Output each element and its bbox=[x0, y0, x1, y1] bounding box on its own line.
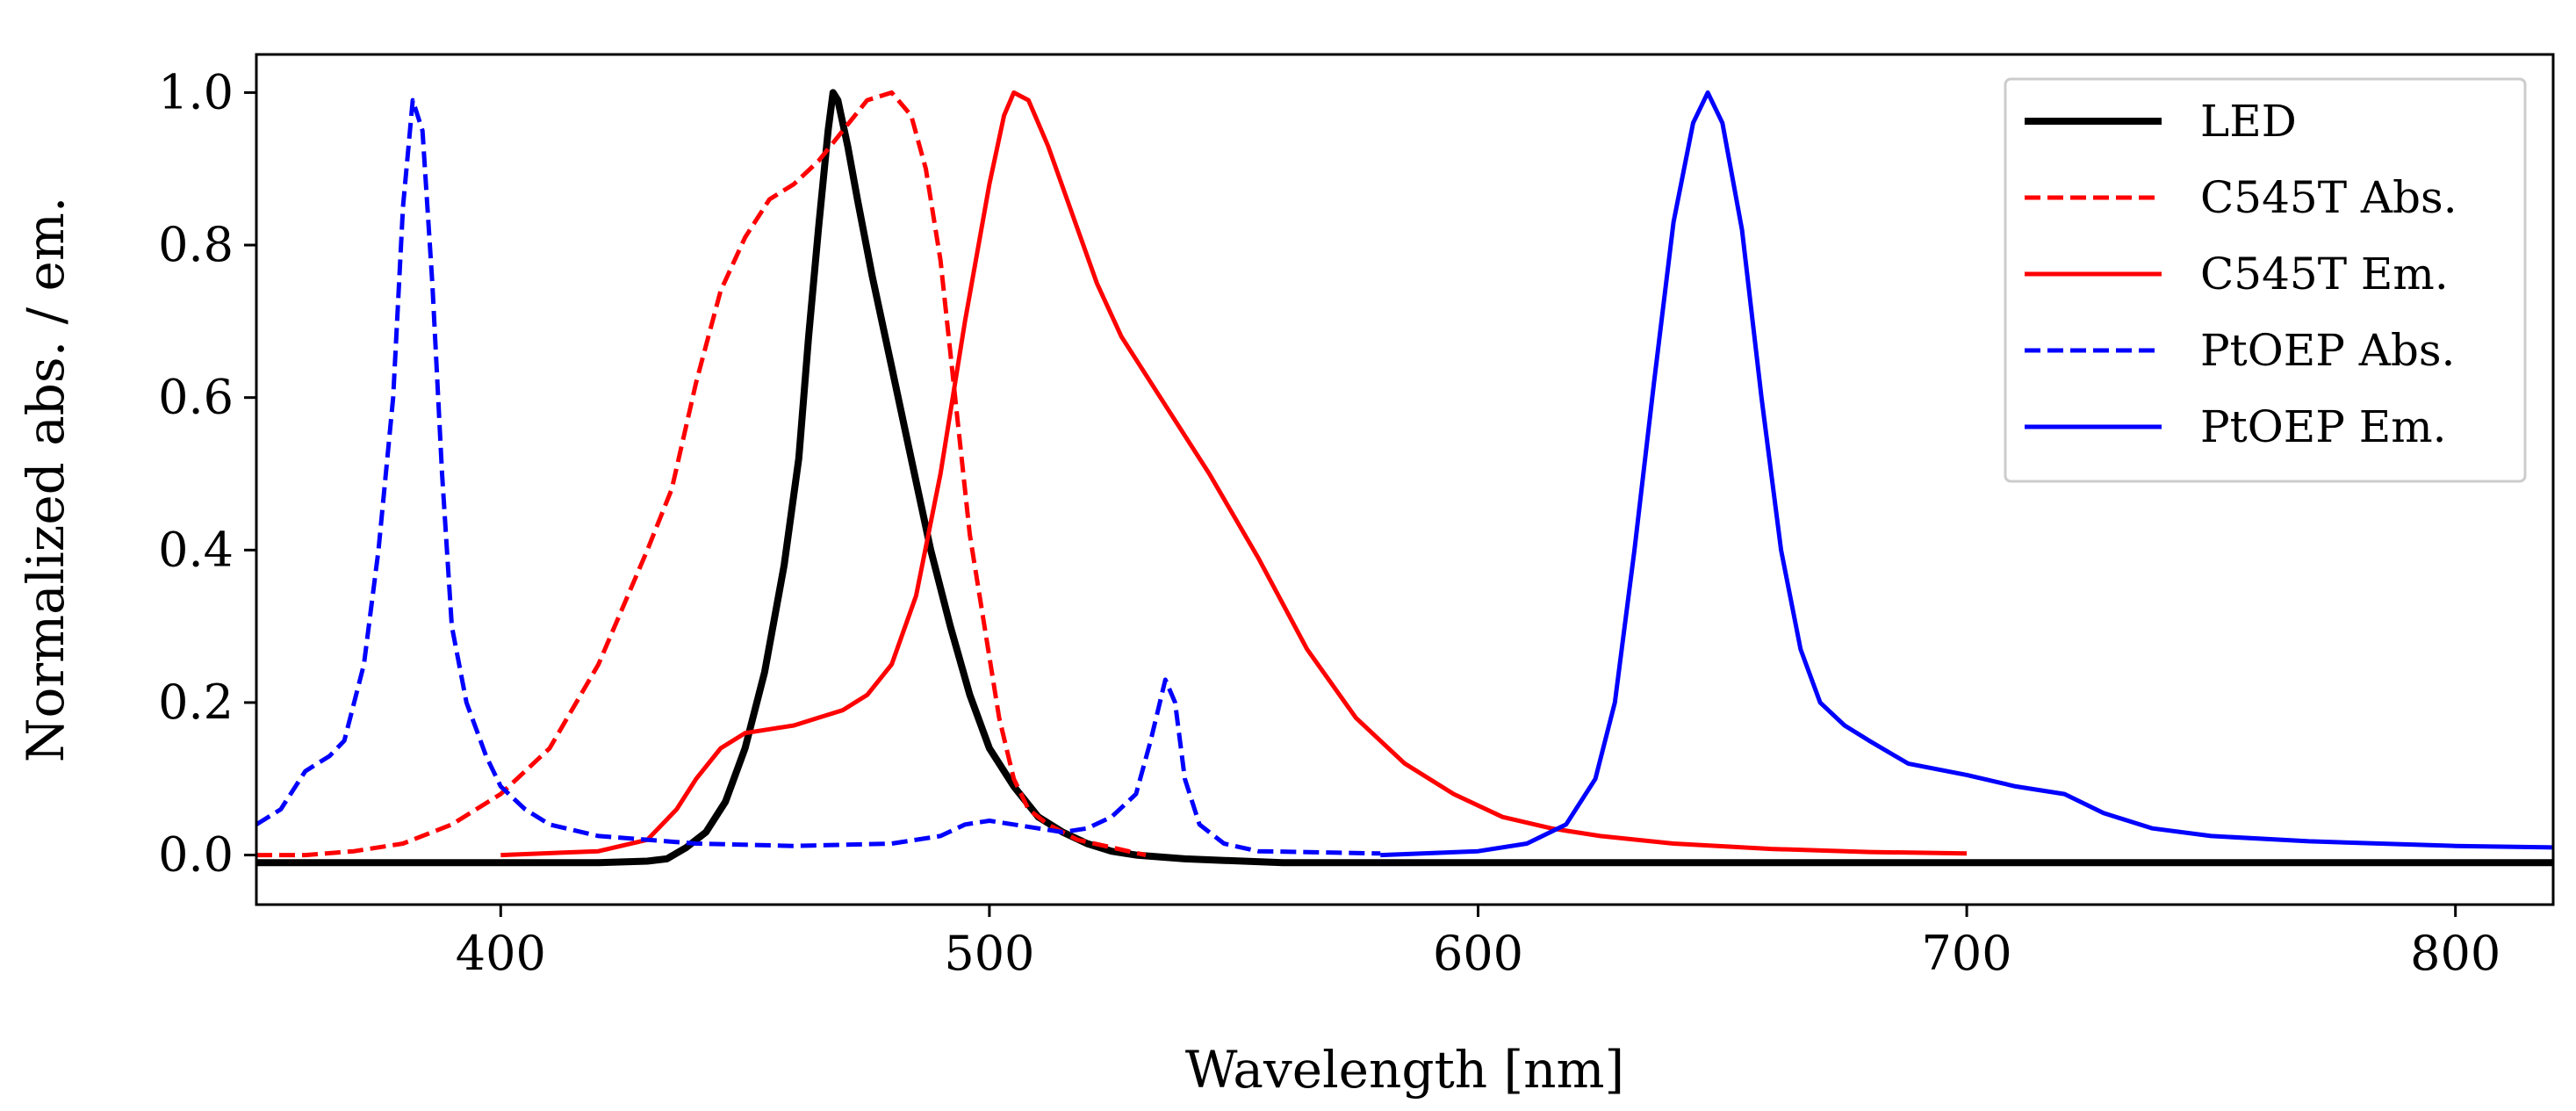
y-axis-label: Normalized abs. / em. bbox=[16, 197, 76, 763]
plot-frame bbox=[255, 53, 2555, 906]
series-layer bbox=[256, 89, 2553, 867]
legend-label-ptoep-abs: PtOEP Abs. bbox=[2200, 325, 2455, 376]
series-line-ptoep-em bbox=[1380, 90, 2553, 858]
y-tick-label: 1.0 bbox=[158, 64, 234, 119]
legend-label-c545t-em: C545T Em. bbox=[2200, 249, 2449, 299]
x-tick-label: 600 bbox=[1433, 926, 1523, 981]
x-tick-label: 500 bbox=[944, 926, 1034, 981]
legend: LED C545T Abs. C545T Em. PtOEP Abs. PtOEP Em… bbox=[2004, 77, 2527, 483]
y-tick-label: 0.6 bbox=[158, 370, 234, 425]
legend-label-ptoep-em: PtOEP Em. bbox=[2200, 401, 2447, 452]
y-tick-label: 0.8 bbox=[158, 217, 234, 272]
y-axis: 0.0 0.2 0.4 0.6 0.8 1.0 bbox=[158, 64, 256, 883]
x-tick-label: 400 bbox=[456, 926, 546, 981]
y-tick-label: 0.2 bbox=[158, 675, 234, 730]
x-axis: 400 500 600 700 800 bbox=[456, 905, 2500, 981]
legend-label-led: LED bbox=[2200, 96, 2297, 147]
y-tick-label: 0.0 bbox=[158, 827, 234, 883]
x-tick-label: 800 bbox=[2410, 926, 2500, 981]
legend-label-c545t-abs: C545T Abs. bbox=[2200, 172, 2457, 223]
y-tick-label: 0.4 bbox=[158, 522, 234, 577]
x-axis-label: Wavelength [nm] bbox=[1185, 1040, 1624, 1100]
legend-box bbox=[2004, 77, 2527, 483]
series-line-c545t-em bbox=[500, 90, 1968, 858]
series-line-ptoep-abs bbox=[256, 97, 1381, 856]
x-tick-label: 700 bbox=[1922, 926, 2012, 981]
